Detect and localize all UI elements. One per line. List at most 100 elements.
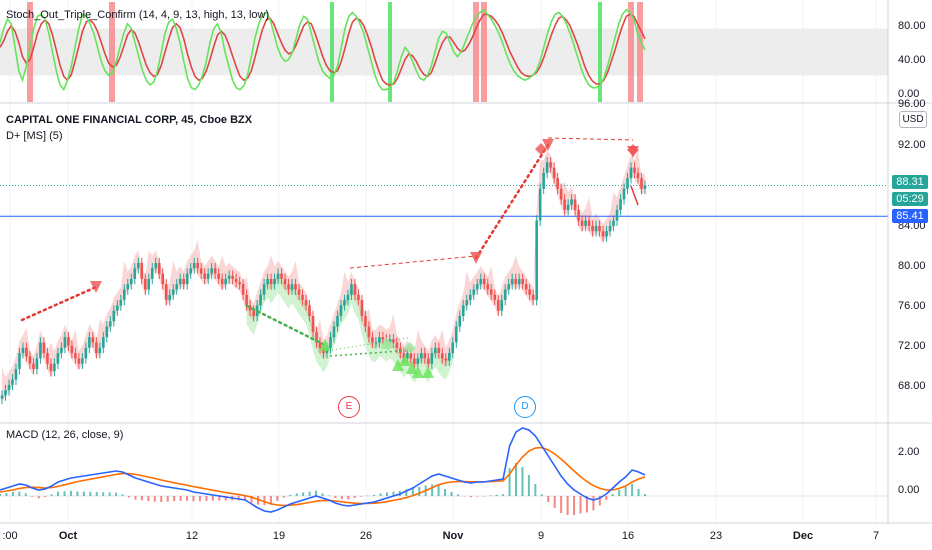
macd-histogram-bar <box>289 494 292 496</box>
candle-body <box>434 347 437 354</box>
candle-body <box>140 263 144 279</box>
candle-body <box>227 275 231 279</box>
stoch-signal-column <box>481 2 487 102</box>
arrow-marker <box>630 185 639 206</box>
candle-body <box>266 278 269 285</box>
candle-body <box>357 294 360 301</box>
candle-body <box>210 268 213 274</box>
candle-body <box>311 316 315 332</box>
candle-body <box>591 225 594 232</box>
candle-body <box>608 225 612 232</box>
macd-histogram-bar <box>37 496 40 499</box>
candle-body <box>395 342 399 348</box>
candle-body <box>35 358 39 369</box>
candle-body <box>549 162 552 168</box>
stoch-signal-column <box>388 2 392 102</box>
candle-body <box>402 353 406 359</box>
candle-body <box>126 284 130 290</box>
candle-body <box>423 353 427 359</box>
x-tick: 19 <box>272 530 286 542</box>
macd-histogram-bar <box>598 496 601 506</box>
macd-histogram-bar <box>63 491 66 496</box>
macd-histogram-bar <box>44 496 47 497</box>
candle-body <box>626 178 629 189</box>
candle-body <box>542 172 545 189</box>
candle-body <box>262 284 266 295</box>
candle-body <box>479 278 483 285</box>
candle-body <box>220 278 224 285</box>
macd-histogram-bar <box>11 492 14 496</box>
event-marker-d[interactable]: D <box>514 396 536 418</box>
macd-histogram-bar <box>192 496 195 502</box>
candle-body <box>224 278 227 285</box>
candle-body <box>360 300 364 316</box>
candle-body <box>143 278 147 290</box>
candle-body <box>482 278 486 285</box>
macd-histogram-bar <box>624 487 627 496</box>
x-tick: 7 <box>872 530 880 542</box>
macd-histogram-bar <box>340 496 343 500</box>
macd-histogram-bar <box>489 495 492 496</box>
macd-histogram-bar <box>76 491 79 496</box>
candle-body <box>441 353 444 359</box>
macd-histogram-bar <box>160 496 163 502</box>
candle-body <box>231 275 234 279</box>
candle-body <box>241 284 245 295</box>
candle-body <box>283 278 287 285</box>
price-ytick: 76.00 <box>898 300 926 312</box>
candle-body <box>524 284 528 290</box>
candle-body <box>259 294 262 306</box>
macd-histogram-bar <box>95 492 98 496</box>
macd-histogram-bar <box>198 496 201 502</box>
trend-line <box>474 143 550 260</box>
candle-body <box>248 305 252 311</box>
buy-triangle <box>422 366 434 378</box>
candle-body <box>605 231 608 237</box>
candle-body <box>577 210 580 221</box>
candle-body <box>413 358 416 364</box>
candle-body <box>528 289 531 295</box>
candle-body <box>213 268 217 274</box>
macd-histogram-bar <box>347 496 350 500</box>
candle-body <box>350 284 353 295</box>
macd-histogram-bar <box>121 494 124 496</box>
candle-body <box>622 188 626 200</box>
macd-histogram-bar <box>553 496 556 508</box>
candle-body <box>304 300 308 306</box>
macd-histogram-bar <box>534 484 537 496</box>
candle-body <box>0 395 4 399</box>
stoch-ytick: 0.00 <box>898 88 920 100</box>
macd-histogram-bar <box>463 496 466 497</box>
macd-histogram-bar <box>244 496 247 501</box>
stoch-signal-column <box>109 2 115 102</box>
macd-histogram-bar <box>605 496 608 500</box>
trend-line <box>547 137 634 141</box>
macd-histogram-bar <box>308 491 311 496</box>
stoch-signal-column <box>330 2 334 102</box>
macd-histogram-bar <box>295 493 298 496</box>
macd-histogram-bar <box>257 496 259 505</box>
candle-body <box>245 294 248 306</box>
candle-body <box>49 363 53 372</box>
macd-histogram-bar <box>495 494 498 496</box>
currency-button[interactable]: USD <box>899 111 927 128</box>
buy-triangle <box>392 359 404 371</box>
candle-body <box>168 294 172 301</box>
candle-body <box>60 347 63 354</box>
candle-body <box>507 284 511 290</box>
buy-triangle <box>319 339 331 351</box>
price-ytick: 68.00 <box>898 380 926 392</box>
macd-line <box>0 427 646 513</box>
candle-body <box>406 353 409 359</box>
macd-histogram-bar <box>205 496 208 501</box>
candle-body <box>21 347 25 354</box>
buy-triangle <box>412 366 424 378</box>
candle-body <box>252 310 255 316</box>
candle-body <box>458 316 462 327</box>
event-marker-e[interactable]: E <box>338 396 360 418</box>
candle-body <box>133 268 137 279</box>
macd-histogram-bar <box>276 496 279 501</box>
macd-signal-line <box>0 446 646 507</box>
candle-body <box>416 358 420 364</box>
macd-histogram-bar <box>31 496 34 497</box>
